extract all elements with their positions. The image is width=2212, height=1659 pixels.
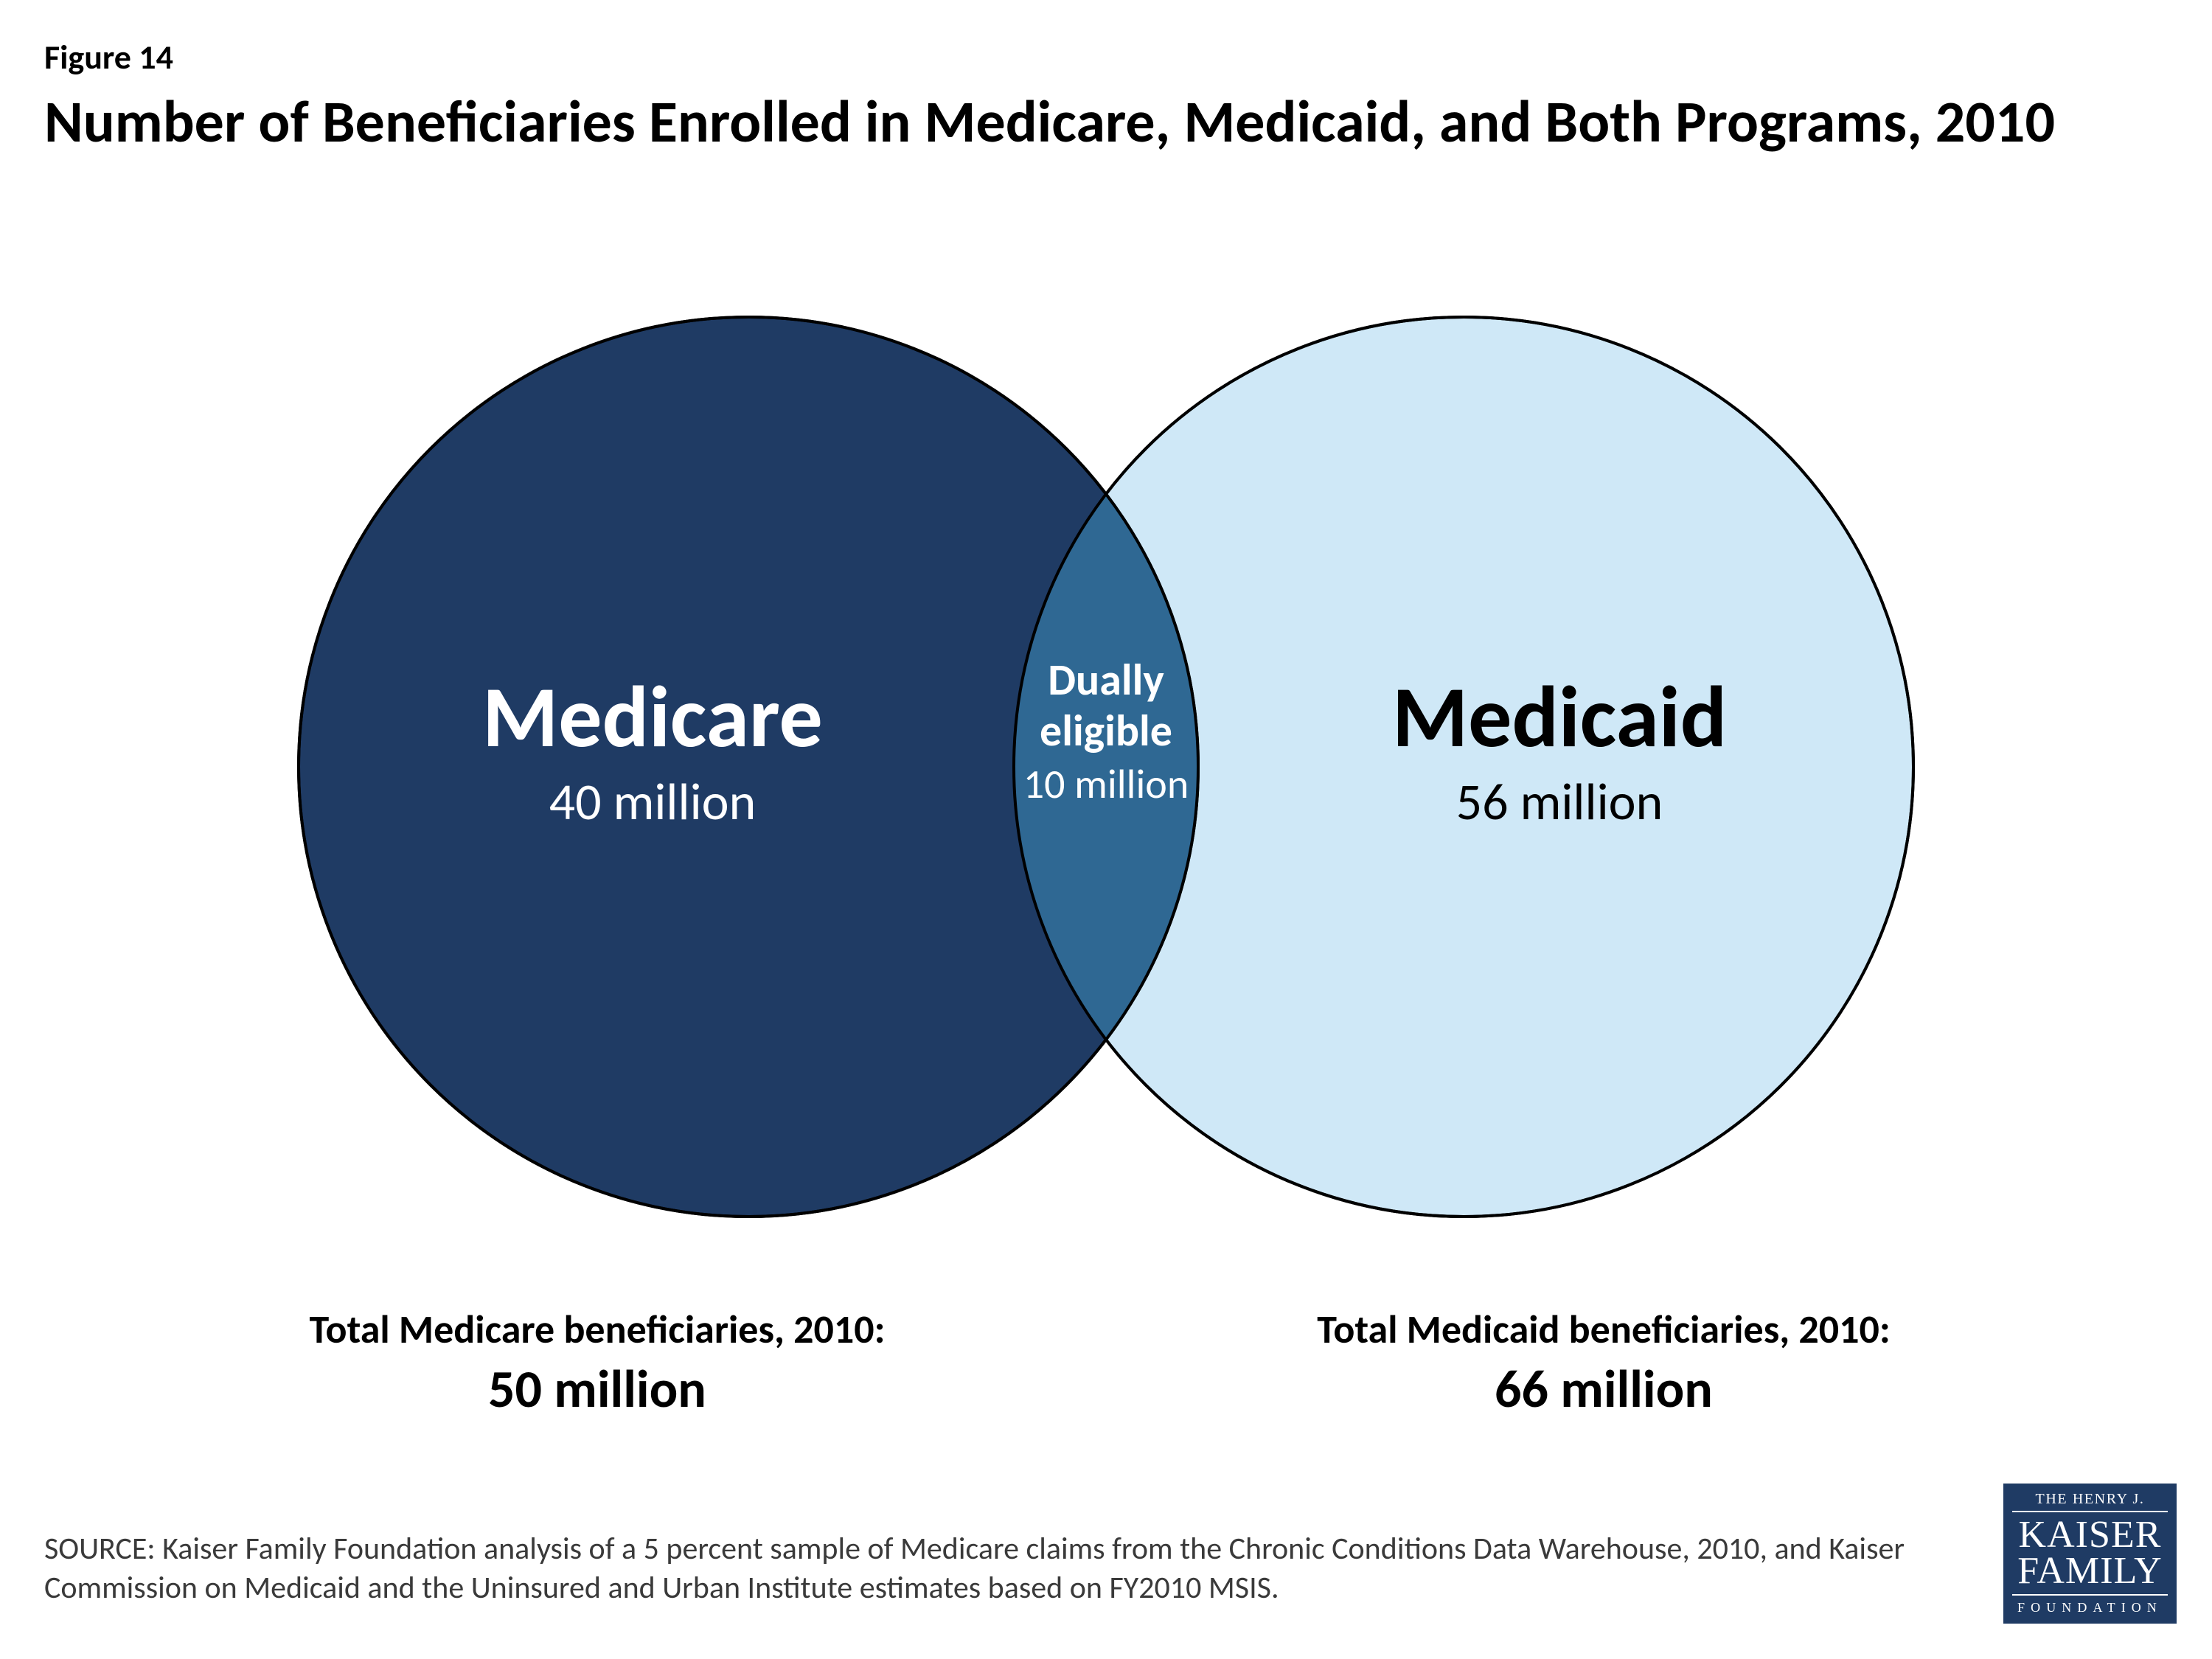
venn-left-value: 40 million [321,772,984,832]
figure-number: Figure 14 [44,37,173,78]
venn-right-label: Medicaid [1228,667,1891,768]
logo-top: THE HENRY J. [2012,1491,2168,1512]
totals-left: Total Medicare beneficiaries, 2010: 50 m… [122,1305,1073,1422]
venn-diagram: Medicare 40 million Medicaid 56 million … [77,251,2135,1283]
totals-right: Total Medicaid beneficiaries, 2010: 66 m… [1128,1305,2079,1422]
totals-right-header: Total Medicaid beneficiaries, 2010: [1128,1305,2079,1354]
logo-bot: FOUNDATION [2008,1600,2172,1615]
chart-title: Number of Beneficiaries Enrolled in Medi… [44,88,2109,156]
venn-left-label: Medicare [321,667,984,768]
kaiser-logo: THE HENRY J. KAISER FAMILY FOUNDATION [2003,1484,2177,1624]
venn-intersection-label-2: eligible [992,706,1220,757]
venn-left-label-group: Medicare 40 million [321,667,984,831]
totals-right-value: 66 million [1128,1357,2079,1422]
venn-right-value: 56 million [1228,772,1891,832]
logo-mid2: FAMILY [2012,1553,2168,1595]
venn-intersection-label-group: Dually eligible 10 million [992,655,1220,808]
venn-right-label-group: Medicaid 56 million [1228,667,1891,831]
totals-left-header: Total Medicare beneficiaries, 2010: [122,1305,1073,1354]
venn-intersection-value: 10 million [992,761,1220,808]
source-text: SOURCE: Kaiser Family Foundation analysi… [44,1530,1947,1607]
logo-mid1: KAISER [2008,1517,2172,1553]
totals-left-value: 50 million [122,1357,1073,1422]
venn-intersection-label-1: Dually [992,655,1220,706]
